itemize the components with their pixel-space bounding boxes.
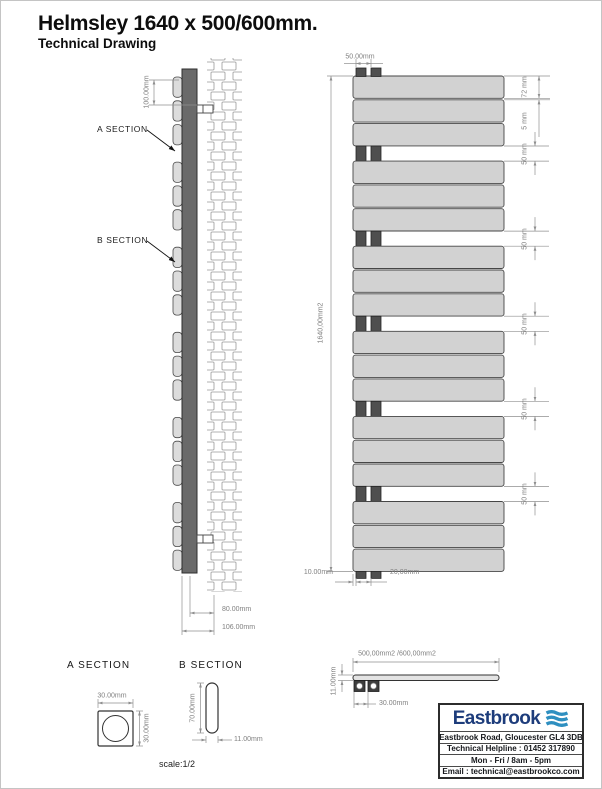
- brand-logo-waves-icon: [545, 709, 569, 727]
- b-section-detail-panel-profile: [205, 682, 219, 734]
- dim-label-panel-gap: 5 mm: [521, 112, 529, 130]
- dim-label-front-height: 1640,00mm2: [317, 302, 325, 344]
- wall-brick-strip: [207, 58, 242, 592]
- dim-label-side-total-depth: 106.00mm: [222, 624, 256, 631]
- b-section-title: B SECTION: [179, 660, 243, 671]
- page-title: Helmsley 1640 x 500/600mm.: [38, 12, 318, 35]
- dim-label-a-height: 30.00mm: [143, 713, 151, 743]
- dim-label-towel-gap: 50 mm: [521, 483, 529, 505]
- dim-label-pipe-spacing: 50.00mm: [345, 53, 375, 61]
- dim-label-towel-gap: 50 mm: [521, 398, 529, 420]
- scale-note: scale:1/2: [159, 759, 196, 769]
- dim-label-bottom-offset: 10.00mm: [303, 569, 333, 576]
- dim-label-towel-gap: 50 mm: [521, 143, 529, 165]
- brand-helpline: Technical Helpline : 01452 317890: [440, 742, 582, 755]
- wall-bracket-bottom: [196, 534, 214, 544]
- dim-label-b-width: 11.00mm: [234, 736, 263, 743]
- dim-label-bottom-spacing: 20,00mm: [390, 569, 420, 576]
- dim-label-a-width: 30.00mm: [97, 692, 127, 700]
- dim-label-towel-gap: 50 mm: [521, 313, 529, 335]
- dim-label-top-view-thickness: 11.00mm: [330, 666, 338, 696]
- top-view-panel-bar: [352, 674, 500, 681]
- dim-label-b-height: 70.00mm: [189, 693, 197, 723]
- brand-email: Email : technical@eastbrookco.com: [440, 765, 582, 778]
- brand-box: Eastbrook Eastbrook Road, Gloucester GL4…: [438, 703, 584, 779]
- dim-label-side-top-offset: 100.00mm: [143, 75, 151, 109]
- dim-label-panel-height: 72 mm: [521, 76, 529, 98]
- brand-hours: Mon - Fri / 8am - 5pm: [440, 754, 582, 766]
- dim-label-side-depth: 80.00mm: [222, 606, 252, 613]
- b-section-callout-label: B SECTION: [97, 235, 149, 245]
- brand-logo-row: Eastbrook: [440, 705, 582, 731]
- a-section-detail-circle: [102, 715, 129, 742]
- a-section-leader-arrow: [146, 129, 176, 152]
- b-section-leader-arrow: [146, 240, 176, 263]
- side-view-collector-bar: [181, 68, 198, 574]
- dim-label-top-view-spacing: 30.00mm: [379, 700, 409, 707]
- dim-label-towel-gap: 50 mm: [521, 228, 529, 250]
- brand-logo-text: Eastbrook: [452, 707, 541, 729]
- a-section-callout-label: A SECTION: [97, 124, 148, 134]
- wall-bracket-top: [196, 104, 214, 114]
- dim-label-top-view-width: 500,00mm2 /600,00mm2: [358, 650, 436, 658]
- a-section-title: A SECTION: [67, 660, 131, 671]
- brand-address: Eastbrook Road, Gloucester GL4 3DB: [439, 731, 583, 742]
- page-subtitle: Technical Drawing: [38, 36, 157, 51]
